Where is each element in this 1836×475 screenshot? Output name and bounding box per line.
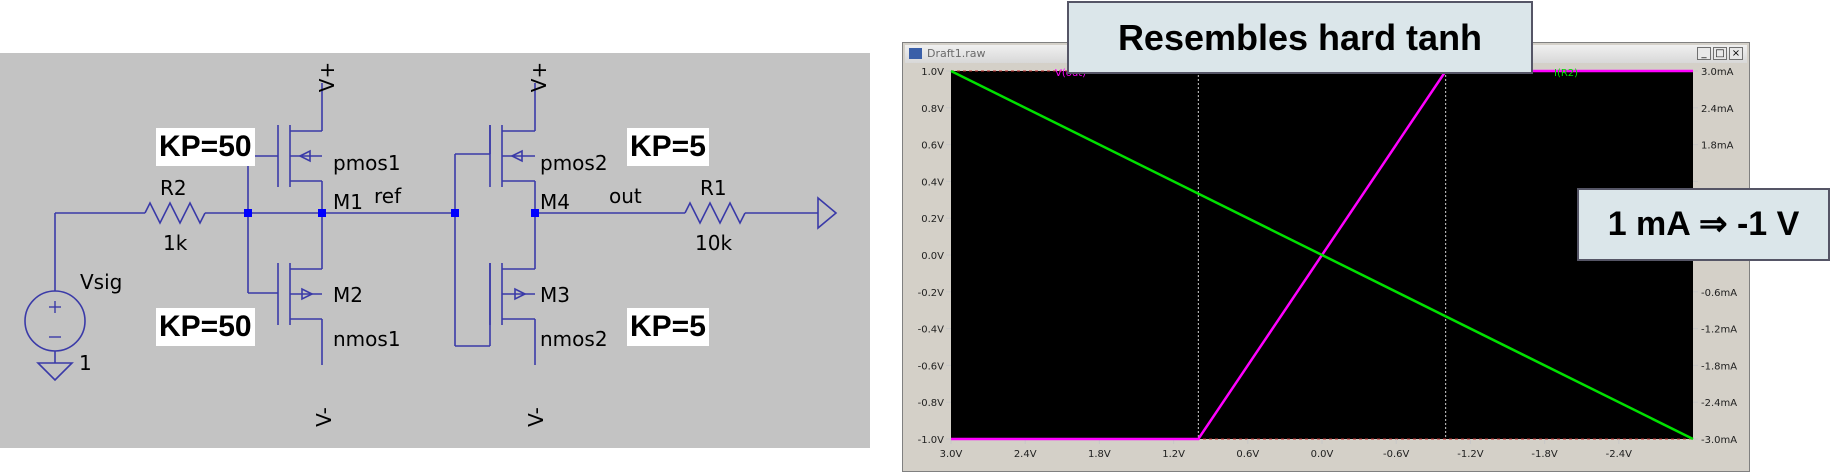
y-left-tick-label: 0.8V bbox=[921, 104, 944, 115]
x-tick-label: 0.0V bbox=[1311, 449, 1334, 460]
m3-label: M3 bbox=[540, 283, 570, 307]
x-tick-label: -2.4V bbox=[1606, 449, 1633, 460]
x-tick-label: 3.0V bbox=[940, 449, 963, 460]
nmos1-label: nmos1 bbox=[333, 327, 401, 351]
kp-pmos1-annotation: KP=50 bbox=[156, 128, 255, 166]
r1-label: R1 bbox=[700, 176, 727, 200]
y-left-tick-label: 0.2V bbox=[921, 214, 944, 225]
r2-value: 1k bbox=[163, 231, 188, 255]
x-tick-label: 1.8V bbox=[1088, 449, 1111, 460]
window-title: Draft1.raw bbox=[927, 47, 986, 60]
r1-resistor bbox=[684, 201, 746, 225]
x-tick-label: -1.2V bbox=[1457, 449, 1484, 460]
kp-nmos2-annotation: KP=5 bbox=[627, 308, 709, 346]
x-tick-label: 2.4V bbox=[1014, 449, 1037, 460]
y-left-tick-label: 0.6V bbox=[921, 141, 944, 152]
m2-label: M2 bbox=[333, 283, 363, 307]
y-right-tick-label: -1.8mA bbox=[1701, 361, 1737, 372]
y-right-tick-label: 3.0mA bbox=[1701, 67, 1734, 78]
maximize-button[interactable]: □ bbox=[1713, 47, 1727, 60]
ref-node-label: ref bbox=[374, 184, 402, 208]
window-app-icon bbox=[909, 48, 922, 59]
x-tick-label: 1.2V bbox=[1162, 449, 1185, 460]
y-right-tick-label: -1.2mA bbox=[1701, 325, 1737, 336]
x-tick-label: -0.6V bbox=[1383, 449, 1410, 460]
output-port-symbol bbox=[817, 196, 838, 230]
vplus-label-left: V+ bbox=[315, 61, 340, 93]
cursor-lines bbox=[1197, 71, 1447, 439]
vplus-label-right: V+ bbox=[527, 61, 552, 93]
y-right-tick-label: 1.8mA bbox=[1701, 141, 1734, 152]
schematic-wires bbox=[24, 83, 838, 382]
junction-ref bbox=[451, 209, 459, 217]
y-left-tick-label: -0.4V bbox=[918, 325, 945, 336]
trace-ir2 bbox=[950, 69, 1694, 441]
r2-label: R2 bbox=[160, 176, 187, 200]
y-left-tick-label: 0.4V bbox=[921, 177, 944, 188]
callout-hard-tanh: Resembles hard tanh bbox=[1067, 1, 1533, 74]
m4-label: M4 bbox=[540, 190, 570, 214]
schematic-panel: V+ V+ V- V- pmos1 M1 M2 nmos1 pmos2 M4 M… bbox=[0, 53, 870, 448]
callout-current-to-voltage: 1 mA ⇒ -1 V bbox=[1577, 188, 1830, 261]
vsig-value: 1 bbox=[79, 351, 92, 375]
pmos2-label: pmos2 bbox=[540, 151, 608, 175]
close-button[interactable]: × bbox=[1729, 47, 1743, 60]
plot-traces bbox=[950, 69, 1694, 441]
y-right-tick-label: -3.0mA bbox=[1701, 435, 1737, 446]
vsig-source-symbol bbox=[24, 290, 86, 352]
y-left-tick-labels: 1.0V 0.8V 0.6V 0.4V 0.2V 0.0V -0.2V -0.4V -0.6V -… bbox=[918, 67, 945, 446]
out-node-label: out bbox=[609, 184, 642, 208]
waveform-plot[interactable]: 3.0V 2.4V 1.8V 1.2V 0.6V 0.0V -0.6V -1.2V -1.8V -… bbox=[903, 43, 1751, 473]
pmos1-label: pmos1 bbox=[333, 151, 401, 175]
y-left-tick-label: 0.0V bbox=[921, 251, 944, 262]
y-left-tick-label: -1.0V bbox=[918, 435, 945, 446]
r1-value: 10k bbox=[695, 231, 733, 255]
x-tick-label: -1.8V bbox=[1531, 449, 1558, 460]
nmos2-label: nmos2 bbox=[540, 327, 608, 351]
kp-pmos2-annotation: KP=5 bbox=[627, 128, 709, 166]
minimize-button[interactable]: _ bbox=[1697, 47, 1711, 60]
vminus-label-left: V- bbox=[311, 407, 336, 427]
x-tick-labels: 3.0V 2.4V 1.8V 1.2V 0.6V 0.0V -0.6V -1.2V -1.8V -… bbox=[940, 449, 1633, 460]
y-right-tick-label: -2.4mA bbox=[1701, 398, 1737, 409]
y-left-tick-label: -0.8V bbox=[918, 398, 945, 409]
m1-label: M1 bbox=[333, 190, 363, 214]
x-tick-label: 0.6V bbox=[1236, 449, 1259, 460]
y-right-tick-label: -0.6mA bbox=[1701, 288, 1737, 299]
ground-symbol bbox=[36, 362, 74, 382]
y-left-tick-label: 1.0V bbox=[921, 67, 944, 78]
y-right-tick-label: 2.4mA bbox=[1701, 104, 1734, 115]
junction-out bbox=[531, 209, 539, 217]
vminus-label-right: V- bbox=[523, 407, 548, 427]
y-left-tick-label: -0.6V bbox=[918, 361, 945, 372]
y-left-tick-label: -0.2V bbox=[918, 288, 945, 299]
vsig-label: Vsig bbox=[80, 270, 123, 294]
junction-input bbox=[244, 209, 252, 217]
r2-resistor bbox=[144, 201, 206, 225]
trace-label-ir2[interactable]: I(R2) bbox=[1554, 68, 1578, 79]
kp-nmos1-annotation: KP=50 bbox=[156, 308, 255, 346]
junction-stage1 bbox=[318, 209, 326, 217]
